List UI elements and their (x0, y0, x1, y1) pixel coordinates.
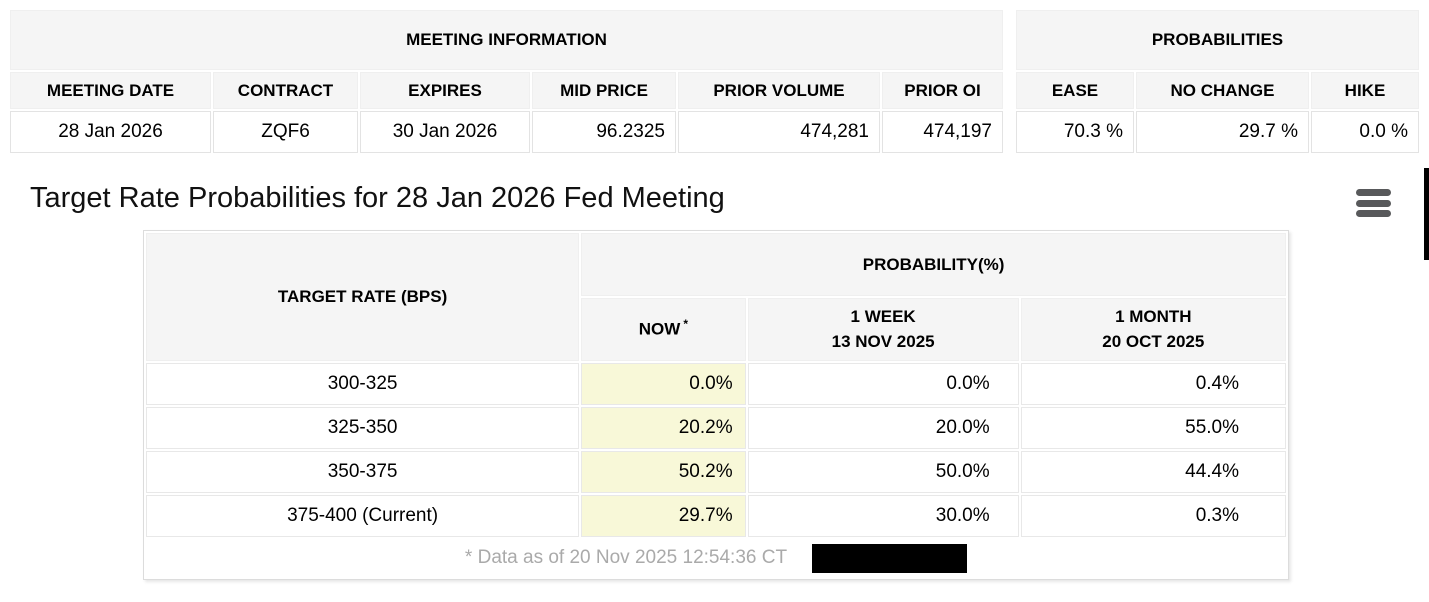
col-probability-pct: PROBABILITY(%) (581, 233, 1286, 296)
table-row: 375-400 (Current) 29.7% 30.0% 0.3% (146, 495, 1286, 537)
now-probability: 29.7% (581, 495, 746, 537)
rate-range: 375-400 (Current) (146, 495, 580, 537)
ease-value: 70.3 % (1015, 111, 1134, 153)
col-1-month: 1 MONTH 20 OCT 2025 (1020, 298, 1286, 361)
meeting-information-table: MEETING INFORMATION MEETING DATE CONTRAC… (8, 8, 1005, 155)
month-probability: 44.4% (1020, 451, 1286, 493)
table-row: 350-375 50.2% 50.0% 44.4% (146, 451, 1286, 493)
now-probability: 0.0% (581, 363, 746, 405)
col-1-week: 1 WEEK 13 NOV 2025 (747, 298, 1019, 361)
col-1-week-label: 1 WEEK (850, 306, 916, 326)
week-probability: 0.0% (747, 363, 1019, 405)
col-expires: EXPIRES (360, 72, 530, 109)
meeting-information-title: MEETING INFORMATION (10, 10, 1003, 70)
table-row: 300-325 0.0% 0.0% 0.4% (146, 363, 1286, 405)
rate-range: 350-375 (146, 451, 580, 493)
now-probability: 50.2% (581, 451, 746, 493)
target-rate-table-container: TARGET RATE (BPS) PROBABILITY(%) NOW * 1 … (143, 230, 1289, 580)
meeting-date-value: 28 Jan 2026 (10, 111, 211, 153)
probability-group-header-row: TARGET RATE (BPS) PROBABILITY(%) (146, 233, 1286, 361)
month-probability: 0.4% (1020, 363, 1286, 405)
week-probability: 50.0% (747, 451, 1019, 493)
week-probability: 30.0% (747, 495, 1019, 537)
menu-bar (1356, 199, 1391, 207)
col-meeting-date: MEETING DATE (10, 72, 211, 109)
col-1-week-date: 13 NOV 2025 (831, 331, 935, 351)
probabilities-header-row: EASE NO CHANGE HIKE (1015, 72, 1419, 109)
page-title: Target Rate Probabilities for 28 Jan 202… (30, 182, 725, 214)
expires-value: 30 Jan 2026 (360, 111, 530, 153)
col-mid-price: MID PRICE (532, 72, 676, 109)
col-hike: HIKE (1310, 72, 1419, 109)
menu-bar (1356, 189, 1391, 196)
col-prior-volume: PRIOR VOLUME (678, 72, 880, 109)
meeting-info-data-row: 28 Jan 2026 ZQF6 30 Jan 2026 96.2325 474… (10, 111, 1003, 153)
month-probability: 0.3% (1020, 495, 1286, 537)
no-change-value: 29.7 % (1135, 111, 1309, 153)
footnote-cell: * Data as of 20 Nov 2025 12:54:36 CT (146, 539, 1286, 577)
now-probability: 20.2% (581, 407, 746, 449)
probabilities-title: PROBABILITIES (1015, 10, 1419, 70)
col-prior-oi: PRIOR OI (882, 72, 1003, 109)
col-target-rate-bps: TARGET RATE (BPS) (146, 233, 580, 361)
footnote-row: * Data as of 20 Nov 2025 12:54:36 CT (146, 539, 1286, 577)
rate-range: 325-350 (146, 407, 580, 449)
prior-oi-value: 474,197 (882, 111, 1003, 153)
col-ease: EASE (1015, 72, 1134, 109)
col-no-change: NO CHANGE (1135, 72, 1309, 109)
meeting-info-header-row: MEETING DATE CONTRACT EXPIRES MID PRICE … (10, 72, 1003, 109)
prior-volume-value: 474,281 (678, 111, 880, 153)
hamburger-menu-icon[interactable] (1356, 188, 1392, 218)
col-now: NOW * (581, 298, 746, 361)
probabilities-data-row: 70.3 % 29.7 % 0.0 % (1015, 111, 1419, 153)
table-row: 325-350 20.2% 20.0% 55.0% (146, 407, 1286, 449)
hike-value: 0.0 % (1310, 111, 1419, 153)
mid-price-value: 96.2325 (532, 111, 676, 153)
probabilities-summary-table: PROBABILITIES EASE NO CHANGE HIKE 70.3 %… (1013, 8, 1421, 155)
target-rate-table: TARGET RATE (BPS) PROBABILITY(%) NOW * 1 … (144, 231, 1288, 579)
now-footnote-marker: * (683, 317, 688, 332)
probability-sub-header-row: NOW * 1 WEEK 13 NOV 2025 1 MONTH 20 OCT 202… (146, 298, 1286, 361)
month-probability: 55.0% (1020, 407, 1286, 449)
col-now-label: NOW (638, 320, 681, 339)
rate-range: 300-325 (146, 363, 580, 405)
menu-bar (1356, 210, 1391, 217)
right-edge-redaction-bar (1424, 168, 1429, 260)
col-contract: CONTRACT (213, 72, 358, 109)
col-1-month-date: 20 OCT 2025 (1102, 331, 1205, 351)
summary-tables-row: MEETING INFORMATION MEETING DATE CONTRAC… (8, 8, 1421, 155)
contract-value: ZQF6 (213, 111, 358, 153)
heading-row: Target Rate Probabilities for 28 Jan 202… (30, 182, 1429, 222)
redacted-logo-box (812, 543, 968, 573)
data-as-of-footnote: * Data as of 20 Nov 2025 12:54:36 CT (464, 547, 788, 568)
week-probability: 20.0% (747, 407, 1019, 449)
col-1-month-label: 1 MONTH (1115, 306, 1192, 326)
